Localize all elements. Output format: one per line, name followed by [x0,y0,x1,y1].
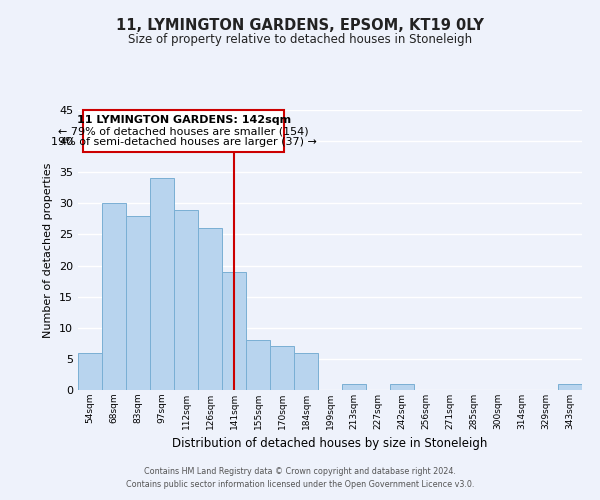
Bar [294,352,318,390]
FancyBboxPatch shape [83,110,284,152]
Bar [126,216,150,390]
Bar [174,210,198,390]
Text: 11 LYMINGTON GARDENS: 142sqm: 11 LYMINGTON GARDENS: 142sqm [77,115,290,125]
Text: 19% of semi-detached houses are larger (37) →: 19% of semi-detached houses are larger (… [50,138,317,147]
Bar [246,340,270,390]
X-axis label: Distribution of detached houses by size in Stoneleigh: Distribution of detached houses by size … [172,438,488,450]
Bar [150,178,174,390]
Bar [198,228,222,390]
Bar [558,384,582,390]
Bar [270,346,294,390]
Text: Contains public sector information licensed under the Open Government Licence v3: Contains public sector information licen… [126,480,474,489]
Bar [222,272,246,390]
Text: Contains HM Land Registry data © Crown copyright and database right 2024.: Contains HM Land Registry data © Crown c… [144,467,456,476]
Text: ← 79% of detached houses are smaller (154): ← 79% of detached houses are smaller (15… [58,126,309,136]
Bar [102,204,126,390]
Text: Size of property relative to detached houses in Stoneleigh: Size of property relative to detached ho… [128,32,472,46]
Bar [390,384,414,390]
Y-axis label: Number of detached properties: Number of detached properties [43,162,53,338]
Bar [78,352,102,390]
Bar [342,384,366,390]
Text: 11, LYMINGTON GARDENS, EPSOM, KT19 0LY: 11, LYMINGTON GARDENS, EPSOM, KT19 0LY [116,18,484,32]
